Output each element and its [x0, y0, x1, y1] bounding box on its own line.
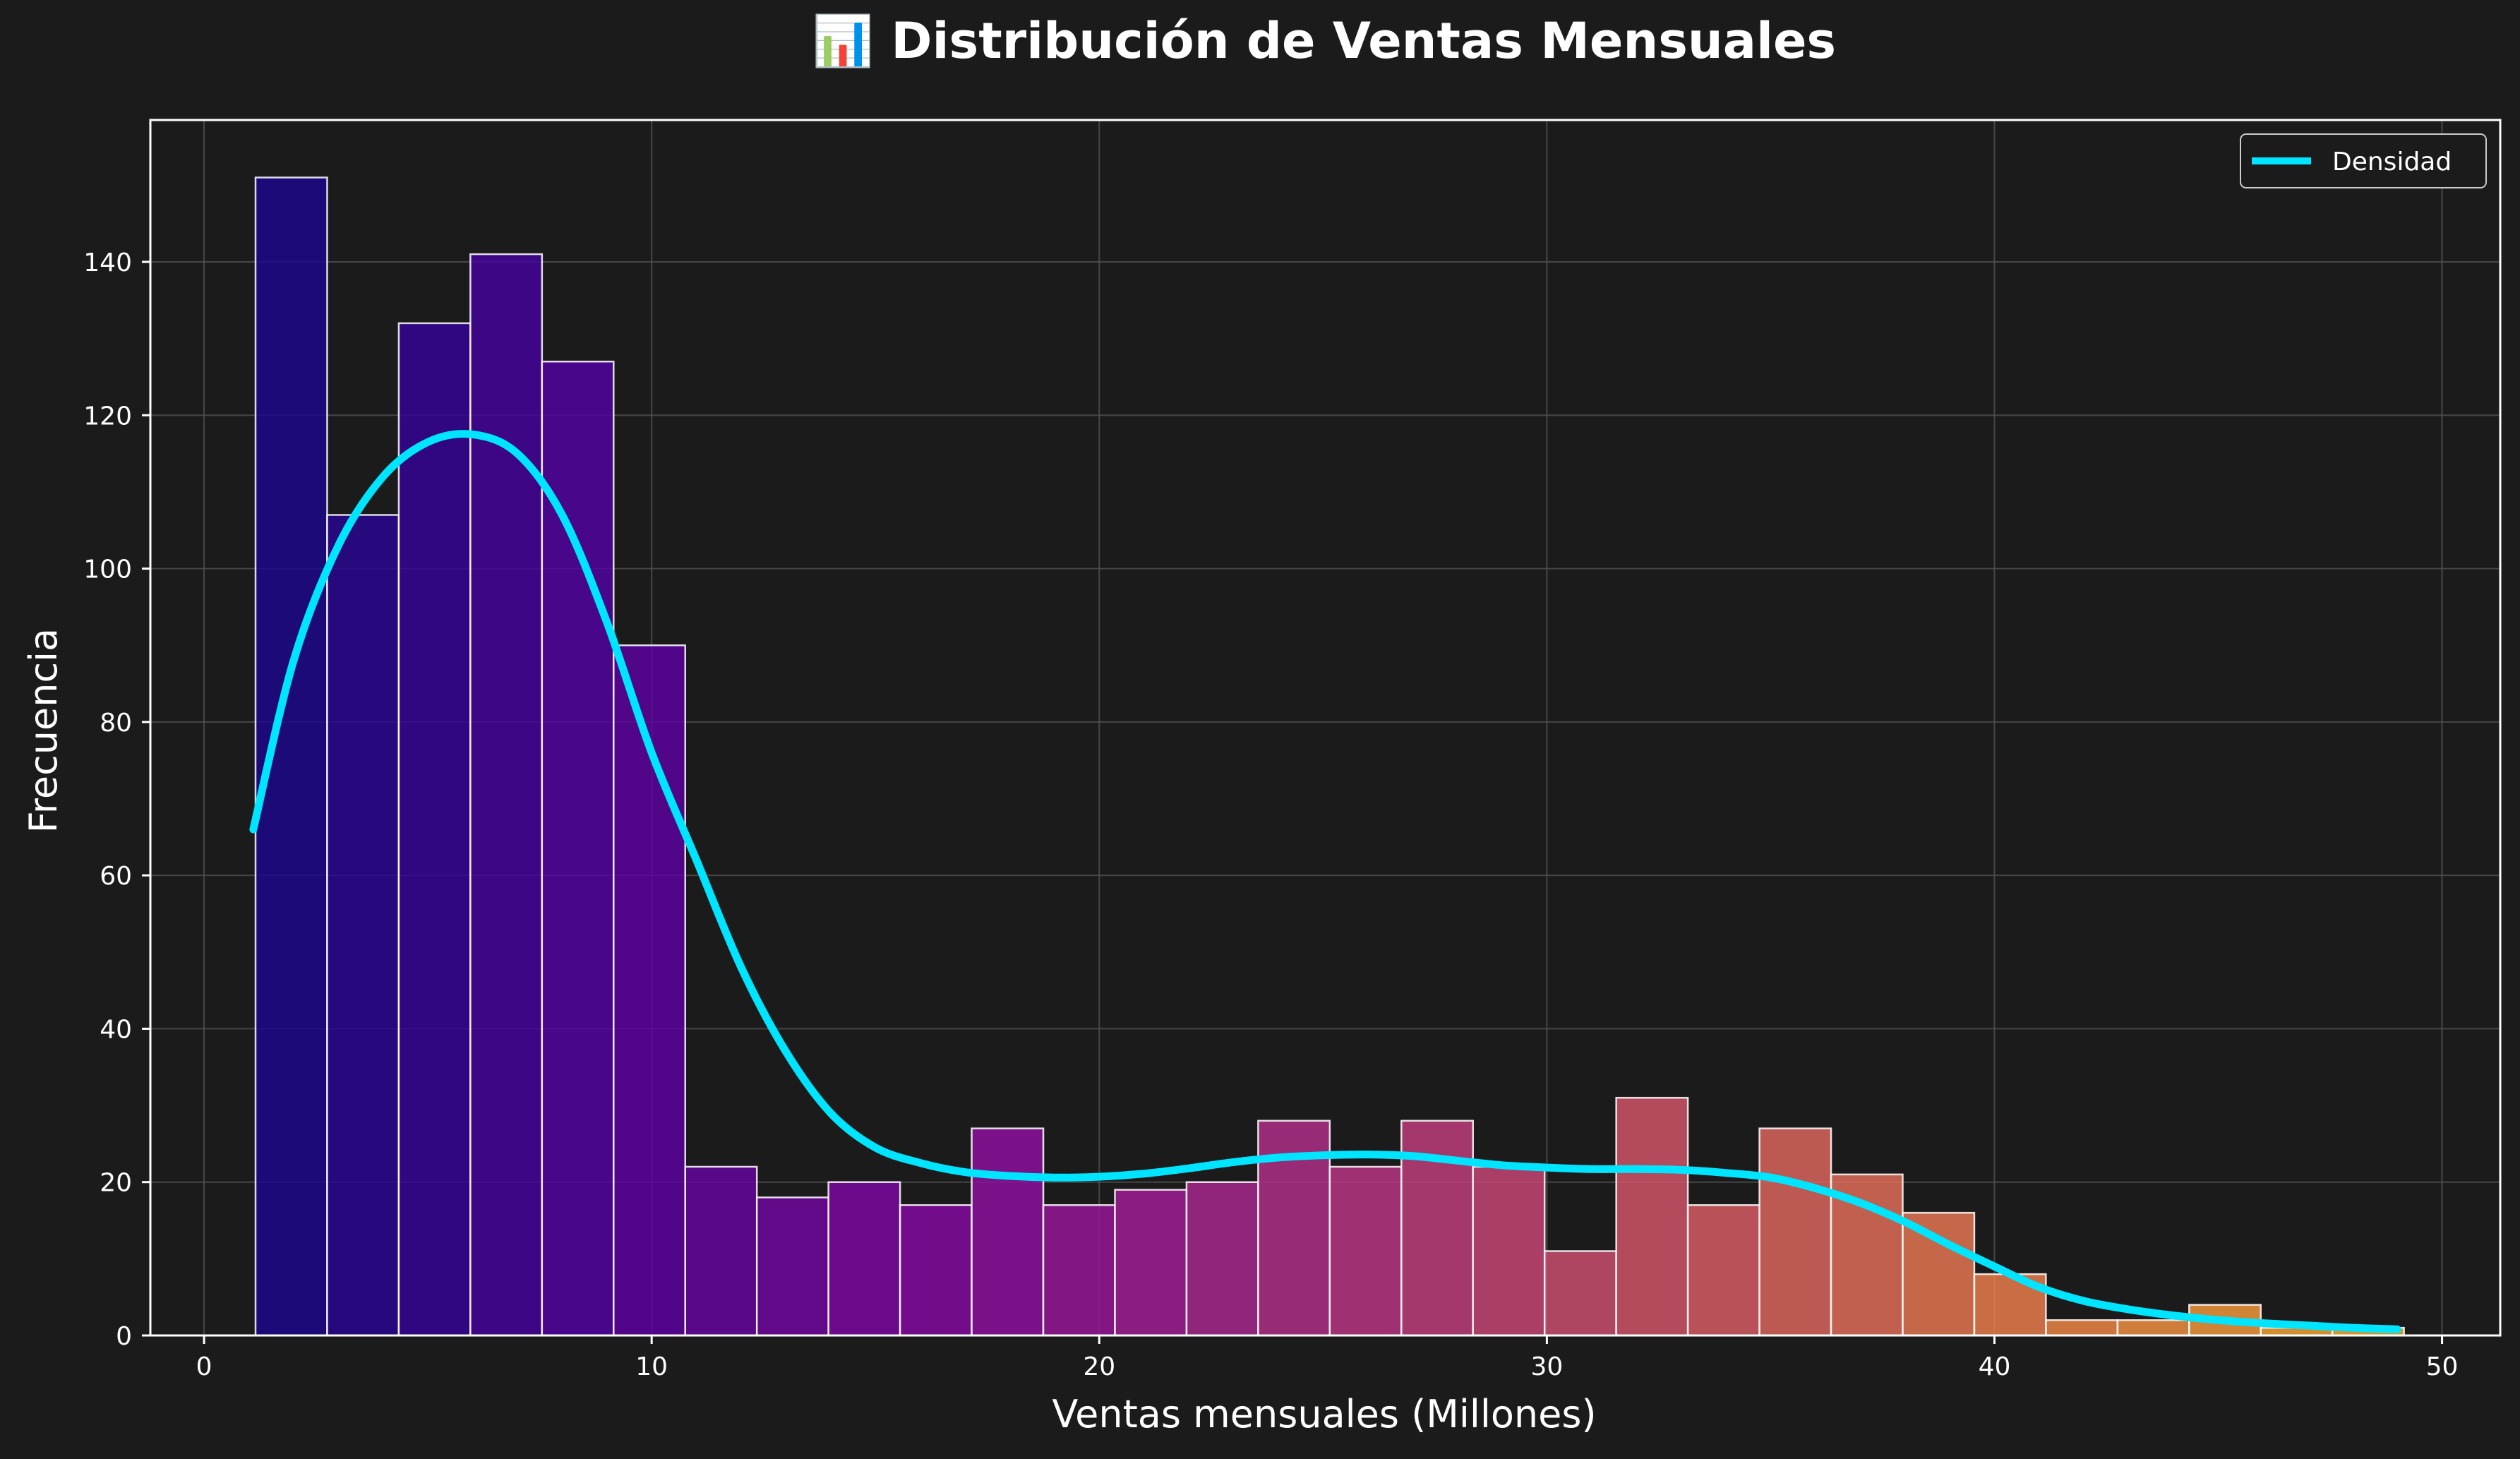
- legend-box: [2240, 133, 2487, 188]
- x-tick-label: 30: [1530, 1352, 1563, 1381]
- histogram-bar: [1185, 1181, 1259, 1337]
- y-tick-label: 120: [83, 402, 132, 431]
- plot-frame: [149, 119, 2502, 1337]
- histogram-bar: [541, 360, 615, 1337]
- histogram-bar: [1114, 1189, 1188, 1337]
- x-tick-label: 20: [1083, 1352, 1115, 1381]
- histogram-bar: [1686, 1204, 1760, 1337]
- histogram-bar: [1758, 1127, 1832, 1337]
- y-tick-label: 0: [116, 1322, 132, 1351]
- y-tick-label: 80: [100, 709, 132, 738]
- density-line: [249, 430, 2401, 1333]
- histogram-bar: [1042, 1204, 1116, 1337]
- histogram-bar: [1328, 1165, 1403, 1337]
- x-axis-label: Ventas mensuales (Millones): [1052, 1392, 1596, 1436]
- histogram-bar: [971, 1127, 1045, 1337]
- chart-title: 📊 Distribución de Ventas Mensuales: [812, 12, 1836, 70]
- legend-density-label: Densidad: [2332, 148, 2452, 176]
- histogram-bar: [613, 644, 686, 1337]
- y-axis-label: Frecuencia: [21, 628, 66, 834]
- histogram-bar: [684, 1165, 758, 1337]
- histogram-bar: [1543, 1250, 1617, 1337]
- legend: Densidad: [2240, 133, 2487, 188]
- histogram-bar: [755, 1196, 829, 1337]
- y-tick-label: 40: [100, 1015, 132, 1044]
- x-tick-label: 50: [2426, 1352, 2459, 1381]
- histogram-bar: [469, 253, 544, 1337]
- histogram-bar: [2045, 1319, 2119, 1337]
- y-tick-label: 100: [83, 556, 132, 584]
- x-tick-label: 10: [635, 1352, 668, 1381]
- x-axis-ticks: 0 10 20 30 40 50: [196, 1335, 2459, 1381]
- histogram-bar: [1902, 1211, 1976, 1337]
- histogram-bar: [397, 322, 472, 1337]
- histogram-bar: [2116, 1319, 2190, 1337]
- y-tick-label: 60: [100, 862, 132, 891]
- histogram-bar: [326, 514, 400, 1337]
- histogram-bar: [1472, 1165, 1546, 1337]
- y-tick-label: 20: [100, 1169, 132, 1198]
- histogram-bar: [1615, 1096, 1689, 1337]
- y-tick-label: 140: [83, 248, 132, 277]
- x-tick-label: 0: [196, 1352, 212, 1381]
- x-tick-label: 40: [1979, 1352, 2011, 1381]
- y-axis-ticks: 0 20 40 60 80 100 120 140: [83, 248, 150, 1351]
- histogram-bar: [899, 1204, 973, 1337]
- density-curve-group: [249, 430, 2401, 1333]
- histogram-bar: [827, 1181, 901, 1337]
